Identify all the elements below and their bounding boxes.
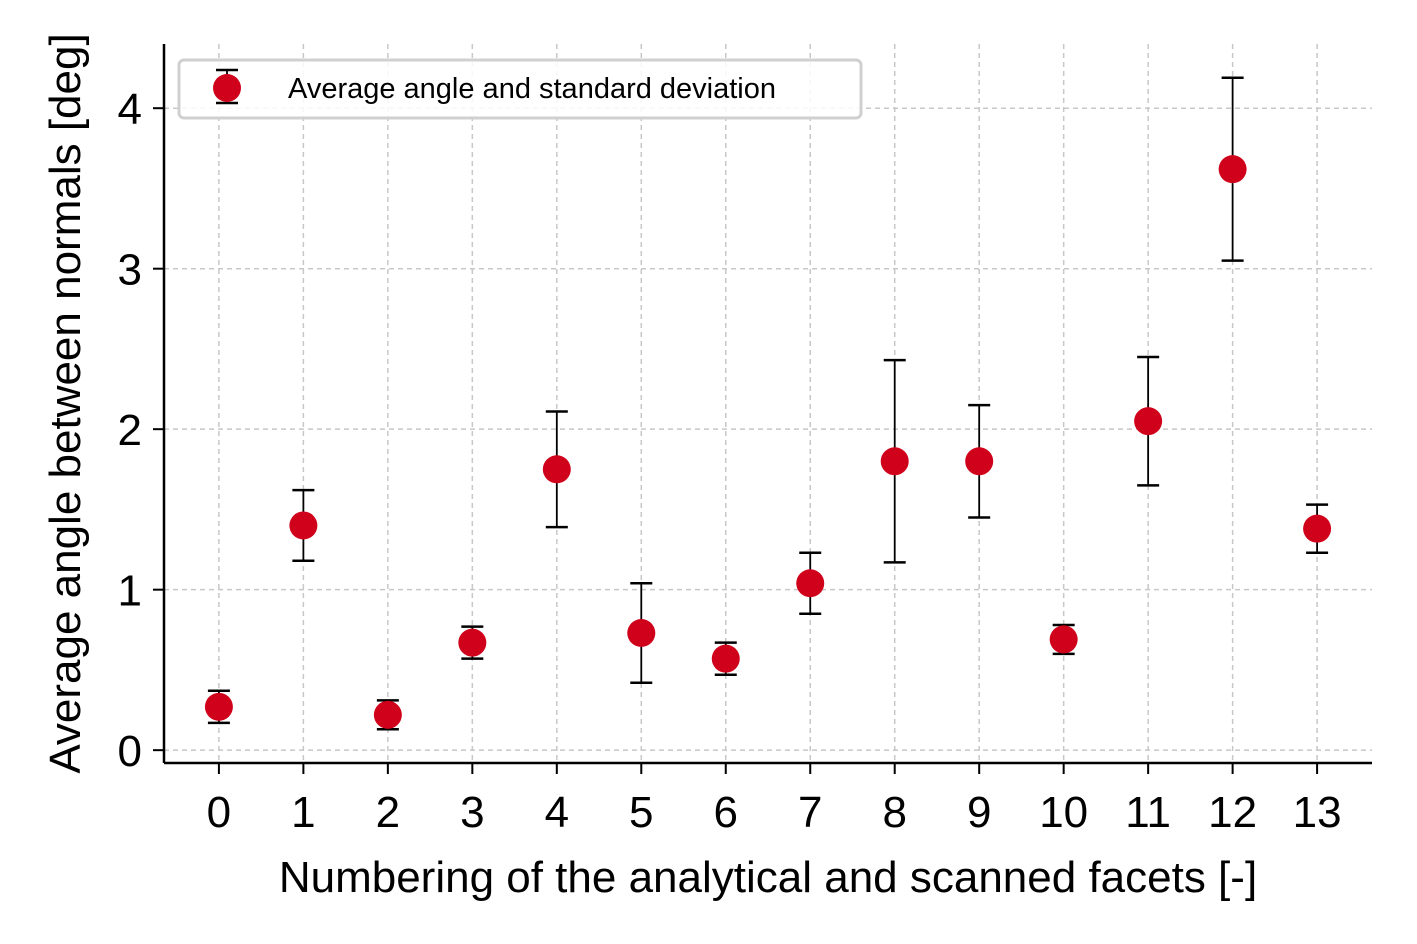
data-point-4 xyxy=(542,410,571,529)
data-marker xyxy=(965,447,994,476)
x-axis-title: Numbering of the analytical and scanned … xyxy=(279,853,1257,902)
data-marker xyxy=(1218,155,1247,184)
legend-box xyxy=(177,58,863,120)
x-tick-label: 11 xyxy=(1125,788,1171,837)
x-tick-label: 12 xyxy=(1208,788,1257,837)
data-point-5 xyxy=(627,582,656,685)
data-marker xyxy=(627,619,656,648)
data-point-3 xyxy=(458,625,487,660)
x-tick-label: 8 xyxy=(882,788,906,837)
data-point-1 xyxy=(289,488,318,563)
x-tick-label: 5 xyxy=(629,788,653,837)
data-point-8 xyxy=(880,358,909,564)
x-tick-label: 3 xyxy=(460,788,484,837)
data-marker xyxy=(1134,407,1163,436)
data-marker xyxy=(542,455,571,484)
data-marker xyxy=(796,569,825,598)
data-marker xyxy=(373,700,402,729)
legend: Average angle and standard deviation xyxy=(177,58,863,120)
x-tick-label: 0 xyxy=(207,788,231,837)
grid xyxy=(164,44,1372,763)
y-tick-label: 2 xyxy=(118,406,142,455)
legend-marker-dot xyxy=(213,74,241,102)
data-point-9 xyxy=(965,403,994,519)
x-tick-label: 7 xyxy=(798,788,822,837)
data-point-11 xyxy=(1134,355,1163,487)
data-point-7 xyxy=(796,551,825,615)
x-tick-label: 2 xyxy=(376,788,400,837)
data-point-10 xyxy=(1049,623,1078,656)
data-marker xyxy=(204,692,233,721)
data-marker xyxy=(1049,625,1078,654)
x-tick-label: 10 xyxy=(1039,788,1088,837)
y-tick-label: 0 xyxy=(118,727,142,776)
legend-marker xyxy=(213,68,241,105)
y-tick-label: 3 xyxy=(118,246,142,295)
data-marker xyxy=(458,628,487,657)
data-marker xyxy=(711,644,740,673)
data-marker xyxy=(289,511,318,540)
data-point-2 xyxy=(373,699,402,731)
x-tick-label: 13 xyxy=(1293,788,1342,837)
y-tick-label: 1 xyxy=(118,567,142,616)
legend-label: Average angle and standard deviation xyxy=(288,73,776,105)
data-marker xyxy=(880,447,909,476)
x-tick-label: 4 xyxy=(545,788,569,837)
data-point-12 xyxy=(1218,76,1247,262)
data-point-6 xyxy=(711,641,740,676)
data-marks xyxy=(204,76,1332,731)
x-tick-label: 1 xyxy=(291,788,315,837)
y-tick-label: 4 xyxy=(118,85,142,134)
data-marker xyxy=(1303,514,1332,543)
x-tick-label: 6 xyxy=(714,788,738,837)
data-point-0 xyxy=(204,689,233,725)
y-axis-title: Average angle between normals [deg] xyxy=(41,33,90,773)
data-point-13 xyxy=(1303,503,1332,555)
x-tick-label: 9 xyxy=(967,788,991,837)
